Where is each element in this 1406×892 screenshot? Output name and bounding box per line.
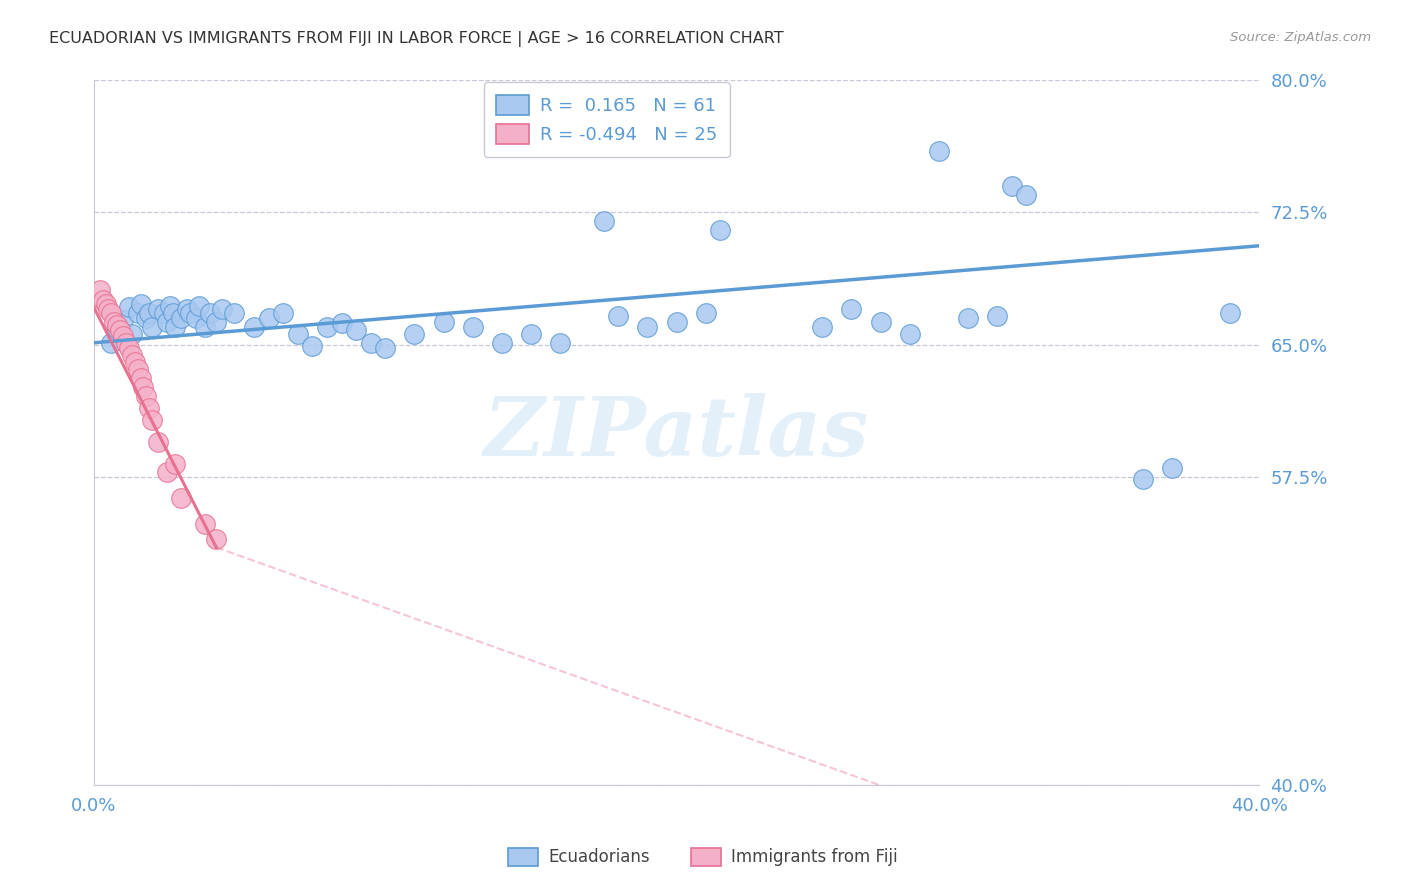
Point [141,413,163,427]
Legend: Ecuadorians, Immigrants from Fiji: Ecuadorians, Immigrants from Fiji [502,841,904,873]
Point [146,434,169,449]
Point [520,326,543,341]
Point [112,328,135,343]
Point [1000,178,1022,193]
Point [205,532,228,546]
Point [97,302,120,317]
Point [91,293,114,308]
Point [121,348,143,362]
Point [1132,472,1154,486]
Point [211,302,233,317]
Point [695,306,717,320]
Point [118,301,141,315]
Point [344,323,367,337]
Point [607,310,630,324]
Point [404,326,426,341]
Point [636,319,658,334]
Point [127,306,149,320]
Point [316,319,339,334]
Point [205,315,228,329]
Point [841,302,863,317]
Point [141,319,163,334]
Point [89,283,111,297]
Point [94,297,117,311]
Point [146,302,169,317]
Point [928,144,950,158]
Point [121,326,143,341]
Point [170,491,193,505]
Point [135,389,157,403]
Point [132,380,155,394]
Point [138,306,160,320]
Point [165,319,187,334]
Point [1219,306,1241,320]
Point [956,311,979,326]
Point [103,315,125,329]
Point [665,315,688,329]
Text: ECUADORIAN VS IMMIGRANTS FROM FIJI IN LABOR FORCE | AGE > 16 CORRELATION CHART: ECUADORIAN VS IMMIGRANTS FROM FIJI IN LA… [49,31,783,47]
Point [271,306,294,320]
Point [118,341,141,355]
Point [869,315,891,329]
Point [129,297,152,311]
Point [187,299,209,313]
Point [548,335,571,350]
Point [898,326,921,341]
Point [811,319,834,334]
Point [100,306,122,320]
Point [491,335,513,350]
Point [432,315,454,329]
Point [301,339,323,353]
Legend: R =  0.165   N = 61, R = -0.494   N = 25: R = 0.165 N = 61, R = -0.494 N = 25 [484,82,730,157]
Point [709,223,731,237]
Point [592,214,614,228]
Point [153,306,176,320]
Point [243,319,266,334]
Point [194,517,217,532]
Point [165,458,187,472]
Point [374,341,396,355]
Point [112,313,135,327]
Point [170,311,193,326]
Point [287,326,309,341]
Point [115,335,138,350]
Point [138,401,160,415]
Point [179,306,201,320]
Point [124,355,146,369]
Point [105,321,128,335]
Point [162,306,184,320]
Point [461,319,484,334]
Point [257,311,280,326]
Point [105,318,128,332]
Point [330,317,353,331]
Point [100,335,122,350]
Point [986,310,1008,324]
Point [135,311,157,326]
Point [184,311,207,326]
Point [360,335,382,350]
Point [200,306,222,320]
Text: Source: ZipAtlas.com: Source: ZipAtlas.com [1230,31,1371,45]
Point [1160,461,1182,475]
Point [108,323,131,337]
Text: ZIPatlas: ZIPatlas [484,392,869,473]
Point [156,315,179,329]
Point [129,371,152,385]
Point [194,319,217,334]
Point [159,299,181,313]
Point [176,302,198,317]
Point [1015,187,1038,202]
Point [156,465,179,479]
Point [222,306,245,320]
Point [127,362,149,376]
